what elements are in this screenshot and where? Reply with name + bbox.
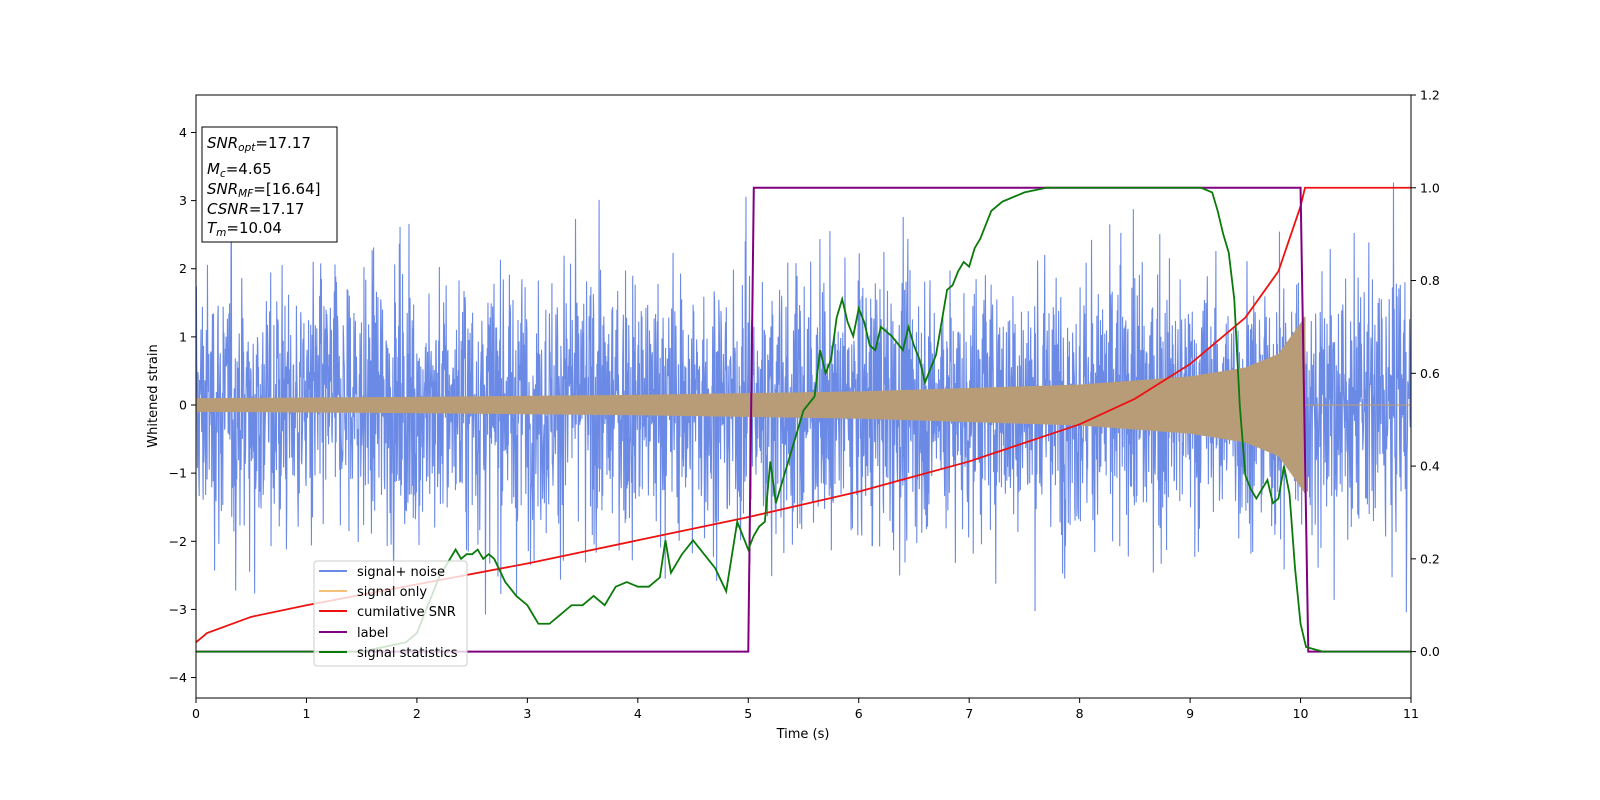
legend-label-signal-only: signal only [357, 585, 427, 600]
y-tick-label: −3 [169, 602, 187, 617]
x-tick-label: 8 [1076, 706, 1084, 721]
x-tick-label: 11 [1403, 706, 1419, 721]
info-csnr-var: CSNR [207, 200, 249, 218]
legend-label-signal-statistics: signal statistics [357, 646, 458, 661]
legend-label-cumulative-snr: cumilative SNR [357, 605, 456, 620]
x-tick-label: 2 [413, 706, 421, 721]
x-axis-title: Time (s) [776, 727, 830, 742]
info-csnr: CSNR=17.17 [207, 200, 304, 218]
info-tm-value: =10.04 [226, 219, 282, 237]
info-mc-sub: c [220, 168, 226, 180]
info-snr-mf: SNRMF=[16.64] [207, 180, 321, 200]
info-snr-mf-value: =[16.64] [253, 180, 320, 198]
plot-frame [195, 94, 1412, 699]
x-tick-label: 0 [192, 706, 200, 721]
series-line-cumulative-snr [196, 186, 1411, 644]
x-tick-label: 7 [965, 706, 973, 721]
y-tick-label: −4 [169, 670, 187, 685]
info-snr-opt-sub: opt [238, 142, 256, 154]
x-tick-label: 10 [1293, 706, 1309, 721]
info-mc-value: =4.65 [226, 160, 272, 178]
info-box: SNRopt=17.17 Mc=4.65 SNRMF=[16.64] CSNR=… [201, 126, 338, 243]
y2-tick-label: 1.2 [1420, 88, 1440, 103]
y-axis-title: Whitened strain [146, 344, 161, 447]
y-tick-label: 0 [179, 398, 187, 413]
series-line-signal-noise [196, 182, 1411, 615]
axes: 0 1 2 3 4 5 6 7 8 9 10 11 −4 −3 −2 −1 0 1 2 3 4 0.0 0.2 0.4 0.6 0… [169, 88, 1440, 722]
x-tick-label: 9 [1186, 706, 1194, 721]
info-snr-opt-var: SNR [207, 134, 238, 152]
info-tm-sub: m [216, 227, 226, 239]
y2-tick-label: 0.6 [1420, 366, 1440, 381]
y-tick-label: 4 [179, 125, 187, 140]
y-tick-label: −1 [169, 466, 187, 481]
info-tm-var: T [207, 219, 218, 237]
info-csnr-value: =17.17 [249, 200, 305, 218]
y2-tick-label: 0.0 [1420, 644, 1440, 659]
y-tick-label: 1 [179, 329, 187, 344]
info-snr-mf-var: SNR [207, 180, 238, 198]
info-mc-var: M [207, 160, 220, 178]
y2-tick-label: 0.2 [1420, 551, 1440, 566]
info-snr-opt: SNRopt=17.17 [207, 134, 311, 154]
y2-tick-label: 0.8 [1420, 273, 1440, 288]
x-tick-label: 1 [302, 706, 310, 721]
y-tick-label: 3 [179, 193, 187, 208]
x-tick-label: 5 [744, 706, 752, 721]
info-tm: Tm=10.04 [207, 219, 282, 239]
info-box-frame [201, 126, 338, 243]
legend: signal+ noise signal only cumilative SNR… [313, 560, 468, 667]
y2-tick-label: 0.4 [1420, 459, 1440, 474]
y-tick-label: −2 [169, 534, 187, 549]
x-tick-label: 3 [523, 706, 531, 721]
legend-label-signal-noise: signal+ noise [357, 565, 445, 580]
legend-frame [313, 560, 468, 667]
series-line-signal-statistics [196, 186, 1411, 653]
y2-tick-label: 1.0 [1420, 180, 1440, 195]
info-mc: Mc=4.65 [207, 160, 272, 180]
legend-label-label: label [357, 626, 388, 641]
y-tick-label: 2 [179, 261, 187, 276]
x-tick-label: 6 [855, 706, 863, 721]
info-snr-opt-value: =17.17 [255, 134, 311, 152]
x-tick-label: 4 [634, 706, 642, 721]
info-snr-mf-sub: MF [238, 188, 254, 200]
plot-area [196, 182, 1411, 653]
